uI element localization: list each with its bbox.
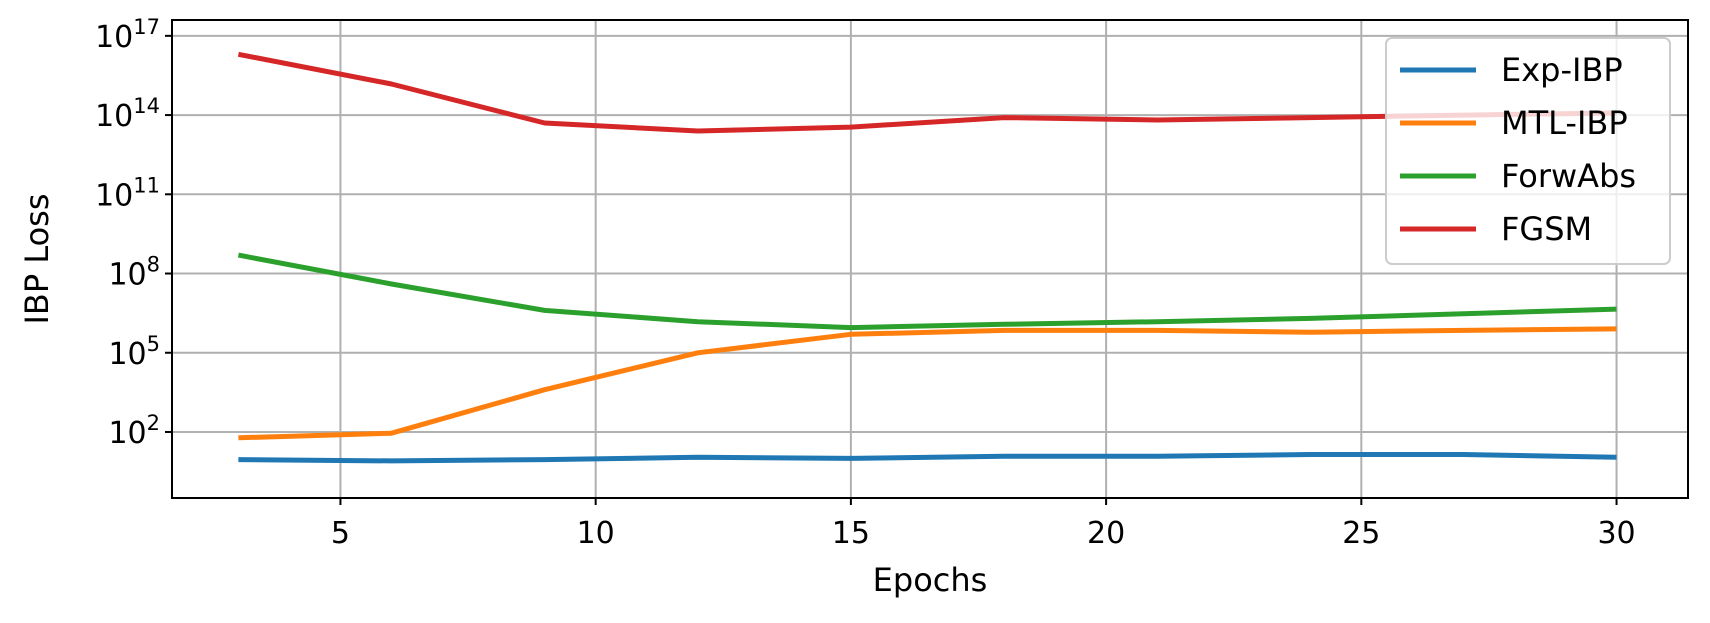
series-line-mtl-ibp xyxy=(238,326,1617,441)
x-tick-label: 10 xyxy=(577,516,615,551)
x-tick-label: 25 xyxy=(1342,516,1380,551)
legend-label-forwabs: ForwAbs xyxy=(1501,157,1636,195)
x-tick-label: 5 xyxy=(331,516,350,551)
legend-label-exp-ibp: Exp-IBP xyxy=(1501,51,1623,89)
y-axis-ticks: 102 105 108 1011 1014 1017 xyxy=(95,15,172,451)
x-tick-label: 20 xyxy=(1087,516,1125,551)
legend-box xyxy=(1385,37,1671,265)
series-line-exp-ibp xyxy=(238,452,1617,464)
x-axis-ticks: 5 10 15 20 25 30 xyxy=(331,498,1636,551)
y-tick-label: 1014 xyxy=(95,94,160,134)
series-lines xyxy=(237,51,1617,464)
y-tick-label: 105 xyxy=(108,332,160,372)
legend-label-mtl-ibp: MTL-IBP xyxy=(1501,104,1628,142)
y-tick-label: 108 xyxy=(108,253,160,293)
series-line-forwabs xyxy=(237,252,1617,331)
y-tick-label: 1011 xyxy=(95,173,160,213)
x-axis-label: Epochs xyxy=(873,561,988,599)
x-tick-label: 30 xyxy=(1597,516,1635,551)
legend-label-fgsm: FGSM xyxy=(1501,210,1592,248)
legend: Exp-IBP MTL-IBP ForwAbs FGSM xyxy=(1385,37,1671,265)
y-tick-label: 102 xyxy=(108,411,160,451)
x-tick-label: 15 xyxy=(832,516,870,551)
y-tick-label: 1017 xyxy=(95,15,160,55)
plot-area-frame xyxy=(171,19,1689,499)
y-axis-label: IBP Loss xyxy=(18,193,56,324)
